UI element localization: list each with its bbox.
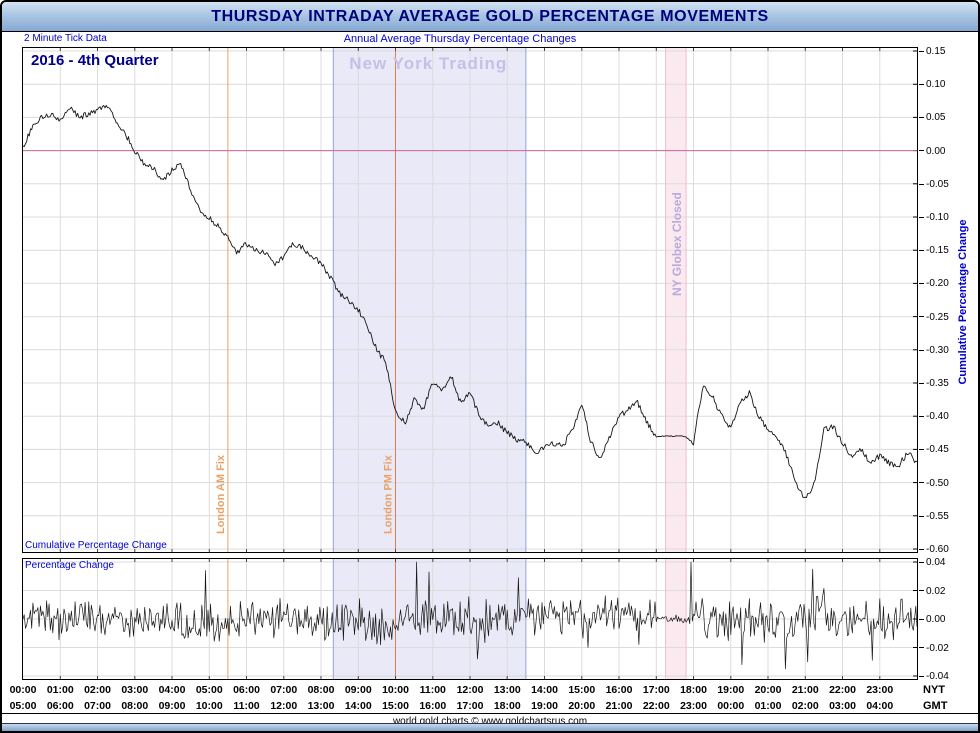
y-tick-label: 0.02 xyxy=(919,586,945,597)
x-tick-nyt: 14:00 xyxy=(531,684,558,696)
x-tick-nyt: 16:00 xyxy=(605,684,633,696)
x-tick-gmt: 08:00 xyxy=(121,700,149,712)
x-tick-nyt: 19:00 xyxy=(717,684,745,696)
x-tick-gmt: 12:00 xyxy=(270,700,298,712)
x-tick-gmt: 04:00 xyxy=(866,700,894,712)
cumulative-series-line xyxy=(23,104,917,499)
x-tick-nyt: 21:00 xyxy=(791,684,819,696)
x-tick-gmt: 22:00 xyxy=(642,700,670,712)
x-tick-nyt: 07:00 xyxy=(270,684,298,696)
x-tick-gmt: 14:00 xyxy=(344,700,372,712)
bottom-y-axis: 0.04 0.02 0.00 -0.02 -0.04 xyxy=(919,557,965,682)
footer-divider xyxy=(2,713,978,714)
y-tick-label: 0.15 xyxy=(919,46,945,57)
y-tick-label: 0.10 xyxy=(919,79,945,90)
x-tick-nyt: 03:00 xyxy=(121,684,149,696)
cumulative-panel-label: Cumulative Percentage Change xyxy=(25,540,167,551)
cumulative-chart-svg: New York Trading London AM Fix London PM F… xyxy=(23,48,917,552)
x-tick-nyt: 22:00 xyxy=(829,684,856,696)
x-tick-gmt: 05:00 xyxy=(9,700,37,712)
x-tick-gmt: 06:00 xyxy=(46,700,74,712)
x-tick-gmt: 09:00 xyxy=(158,700,186,712)
y-tick-label: -0.55 xyxy=(919,511,949,522)
x-tick-nyt: 09:00 xyxy=(344,684,372,696)
tick-data-note: 2 Minute Tick Data xyxy=(24,33,107,44)
x-tick-nyt: 10:00 xyxy=(382,684,409,696)
x-tick-nyt: 13:00 xyxy=(493,684,521,696)
quarter-label: 2016 - 4th Quarter xyxy=(31,52,159,69)
x-tick-nyt: 08:00 xyxy=(307,684,335,696)
x-tick-nyt: 04:00 xyxy=(158,684,186,696)
x-tick-nyt: 02:00 xyxy=(84,684,111,696)
percentage-change-svg xyxy=(23,559,917,679)
x-tick-gmt: 20:00 xyxy=(568,700,596,712)
x-tick-gmt: 19:00 xyxy=(531,700,558,712)
london-pm-fix-label: London PM Fix xyxy=(383,454,395,534)
x-tick-nyt: 05:00 xyxy=(195,684,223,696)
x-tick-gmt: 21:00 xyxy=(605,700,633,712)
x-tick-nyt: 01:00 xyxy=(46,684,74,696)
footer-credit: world gold charts © www.goldchartsrus.co… xyxy=(392,716,588,727)
x-tick-gmt: 13:00 xyxy=(307,700,335,712)
x-tick-gmt: 18:00 xyxy=(493,700,521,712)
y-tick-label: -0.20 xyxy=(919,278,949,289)
nyt-caption: NYT xyxy=(923,684,945,696)
x-tick-gmt: 10:00 xyxy=(195,700,223,712)
london-am-fix-label: London AM Fix xyxy=(215,454,227,534)
x-tick-gmt: 23:00 xyxy=(680,700,707,712)
y-tick-label: 0.00 xyxy=(919,146,945,157)
y-tick-label: -0.45 xyxy=(919,444,949,455)
y-axis-title: Cumulative Percentage Change xyxy=(957,219,969,385)
cumulative-chart-panel: New York Trading London AM Fix London PM F… xyxy=(22,47,918,553)
y-tick-label: -0.35 xyxy=(919,378,949,389)
x-tick-nyt: 20:00 xyxy=(754,684,782,696)
ny-globex-closed-label: NY Globex Closed xyxy=(670,192,684,296)
x-tick-gmt: 15:00 xyxy=(382,700,409,712)
y-tick-label: 0.05 xyxy=(919,112,945,123)
x-tick-nyt: 17:00 xyxy=(642,684,670,696)
y-tick-label: -0.10 xyxy=(919,212,949,223)
percentage-change-panel: Percentage Change xyxy=(22,558,918,680)
y-tick-label: -0.50 xyxy=(919,478,949,489)
x-tick-nyt: 06:00 xyxy=(233,684,260,696)
x-tick-gmt: 07:00 xyxy=(84,700,111,712)
x-tick-nyt: 12:00 xyxy=(456,684,484,696)
x-tick-nyt: 18:00 xyxy=(680,684,707,696)
title-bar: THURSDAY INTRADAY AVERAGE GOLD PERCENTAG… xyxy=(2,2,978,32)
chart-subtitle: Annual Average Thursday Percentage Chang… xyxy=(343,33,577,45)
y-tick-label: -0.02 xyxy=(919,643,949,654)
main-y-axis: 0.15 0.10 0.05 0.00 -0.05 -0.10 -0.15 -0.20 -0.2… xyxy=(919,46,965,555)
x-tick-gmt: 02:00 xyxy=(791,700,819,712)
y-tick-label: -0.25 xyxy=(919,312,949,323)
x-tick-nyt: 23:00 xyxy=(866,684,894,696)
y-tick-label: -0.05 xyxy=(919,179,949,190)
footer-bar xyxy=(2,723,978,731)
y-tick-label: -0.40 xyxy=(919,411,949,422)
x-tick-gmt: 17:00 xyxy=(456,700,484,712)
page-title: THURSDAY INTRADAY AVERAGE GOLD PERCENTAG… xyxy=(211,7,769,25)
new-york-trading-label: New York Trading xyxy=(349,54,507,73)
y-tick-label: 0.04 xyxy=(919,557,945,568)
x-tick-nyt: 11:00 xyxy=(419,684,446,696)
percentage-panel-label: Percentage Change xyxy=(25,560,114,571)
x-tick-gmt: 11:00 xyxy=(233,700,260,712)
percentage-series-line xyxy=(23,561,917,670)
y-tick-label: -0.30 xyxy=(919,345,949,356)
x-tick-gmt: 00:00 xyxy=(717,700,745,712)
x-tick-nyt: 00:00 xyxy=(9,684,37,696)
y-tick-label: -0.60 xyxy=(919,544,949,555)
x-tick-gmt: 01:00 xyxy=(754,700,782,712)
x-tick-nyt: 15:00 xyxy=(568,684,596,696)
y-tick-label: -0.04 xyxy=(919,671,949,682)
x-tick-gmt: 16:00 xyxy=(419,700,447,712)
gmt-caption: GMT xyxy=(923,700,948,712)
x-tick-gmt: 03:00 xyxy=(829,700,856,712)
y-tick-label: 0.00 xyxy=(919,614,945,625)
y-tick-label: -0.15 xyxy=(919,245,949,256)
